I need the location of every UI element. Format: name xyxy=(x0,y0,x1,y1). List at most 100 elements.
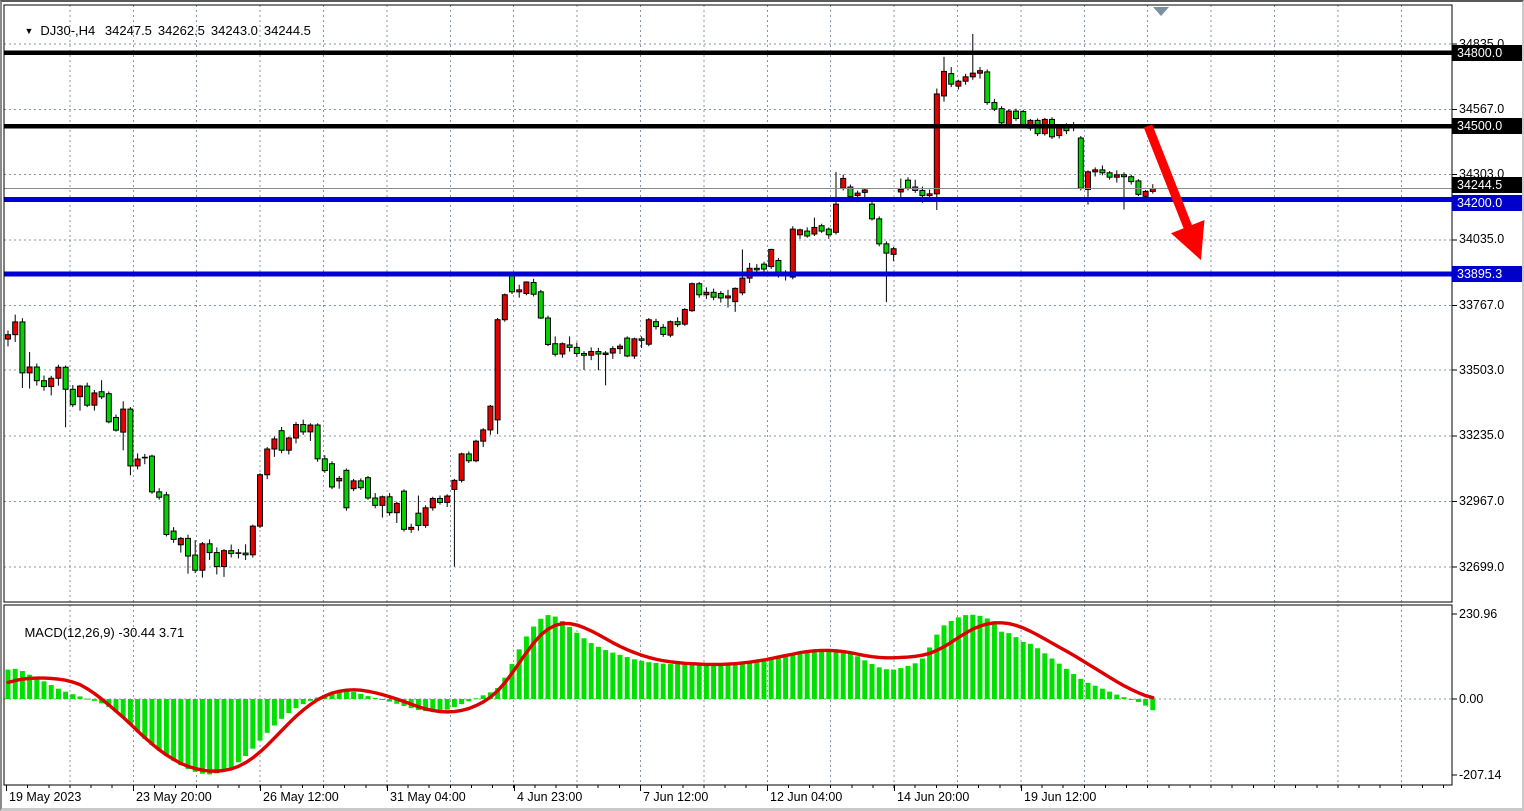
macd-histogram-bar xyxy=(70,694,76,699)
macd-histogram-bar xyxy=(300,699,306,705)
bull-candle xyxy=(833,203,839,233)
macd-histogram-bar xyxy=(538,618,544,699)
bear-candle xyxy=(415,512,422,526)
macd-histogram-bar xyxy=(804,651,810,699)
bull-candle xyxy=(264,448,271,476)
bear-candle xyxy=(696,283,703,296)
macd-histogram-bar xyxy=(876,667,882,699)
bull-candle xyxy=(1005,110,1012,126)
bear-candle xyxy=(1099,169,1106,174)
macd-histogram-bar xyxy=(19,671,25,699)
bull-candle xyxy=(451,479,458,490)
macd-histogram-bar xyxy=(588,643,594,699)
macd-histogram-bar xyxy=(991,623,997,699)
bear-candle xyxy=(105,393,112,423)
price-axis-label: 33503.0 xyxy=(1459,362,1505,377)
bear-candle xyxy=(206,543,213,554)
down-trend-arrow[interactable] xyxy=(1143,124,1205,261)
bear-candle xyxy=(465,453,472,462)
macd-histogram-bar xyxy=(207,699,213,775)
bear-candle xyxy=(876,218,883,245)
macd-histogram-bar xyxy=(1063,668,1069,699)
bull-candle xyxy=(199,543,206,571)
macd-histogram-bar xyxy=(365,696,371,699)
bull-candle xyxy=(458,453,465,481)
bear-candle xyxy=(761,263,767,270)
macd-histogram-bar xyxy=(567,626,573,699)
macd-histogram-bar xyxy=(48,685,54,699)
macd-histogram-bar xyxy=(1092,685,1098,699)
bull-candle xyxy=(249,525,256,556)
macd-histogram-bar xyxy=(113,699,119,712)
macd-histogram-bar xyxy=(1078,678,1084,699)
bull-candle xyxy=(257,474,263,527)
bull-candle xyxy=(494,319,501,421)
bull-candle xyxy=(962,76,969,82)
macd-histogram-bar xyxy=(595,646,601,699)
bear-candle xyxy=(278,430,285,451)
macd-histogram-bar xyxy=(99,699,105,704)
macd-histogram-bar xyxy=(912,663,918,699)
macd-histogram-bar xyxy=(1143,699,1149,706)
macd-histogram-bar xyxy=(840,651,846,699)
macd-histogram-bar xyxy=(63,691,69,699)
tick-direction-down-icon: ▼ xyxy=(24,26,34,36)
chart-shift-marker-icon[interactable] xyxy=(1153,7,1169,16)
bull-candle xyxy=(631,338,638,357)
bear-candle xyxy=(1121,174,1127,178)
macd-histogram-bar xyxy=(279,699,285,719)
bull-candle xyxy=(890,248,897,255)
bear-candle xyxy=(552,343,559,355)
price-badge: 34800.0 xyxy=(1452,44,1522,61)
macd-histogram-bar xyxy=(430,699,436,712)
bear-candle xyxy=(156,491,163,498)
macd-histogram-bar xyxy=(394,699,400,704)
bear-candle xyxy=(314,424,321,460)
macd-axis-label: 0.00 xyxy=(1459,691,1484,706)
bull-candle xyxy=(897,188,904,193)
macd-histogram-bar xyxy=(358,693,364,699)
macd-histogram-bar xyxy=(149,699,155,745)
macd-histogram-bar xyxy=(178,699,184,766)
macd-histogram-bar xyxy=(1056,663,1062,699)
macd-histogram-bar xyxy=(891,669,897,699)
main-pane-border xyxy=(3,4,1453,603)
bear-candle xyxy=(717,293,724,299)
bull-candle xyxy=(501,294,508,321)
bull-candle xyxy=(840,177,847,189)
time-axis-label: 14 Jun 20:00 xyxy=(897,790,970,804)
macd-histogram-bar xyxy=(12,668,18,699)
macd-histogram-bar xyxy=(235,699,241,763)
price-axis-label: 32967.0 xyxy=(1459,493,1505,508)
macd-histogram-bar xyxy=(984,618,990,699)
bear-candle xyxy=(984,71,991,104)
macd-histogram-bar xyxy=(955,617,961,699)
macd-histogram-bar xyxy=(214,699,220,774)
macd-histogram-bar xyxy=(927,647,933,699)
bear-candle xyxy=(300,424,307,433)
macd-histogram-bar xyxy=(257,699,263,741)
macd-histogram-bar xyxy=(739,662,745,699)
macd-histogram-bar xyxy=(761,658,767,699)
bear-candle xyxy=(1013,110,1019,119)
macd-histogram-bar xyxy=(999,631,1005,699)
macd-histogram-bar xyxy=(1099,688,1105,699)
bear-candle xyxy=(545,317,551,345)
bull-candle xyxy=(487,405,494,431)
bull-candle xyxy=(379,496,386,506)
bull-candle xyxy=(689,283,695,312)
bear-candle xyxy=(948,73,955,85)
macd-histogram-bar xyxy=(696,662,702,699)
macd-axis-label: 230.96 xyxy=(1459,606,1498,621)
macd-histogram-bar xyxy=(156,699,162,751)
macd-histogram-bar xyxy=(531,626,537,699)
macd-histogram-bar xyxy=(423,699,429,712)
bull-candle xyxy=(768,248,775,268)
bull-candle xyxy=(861,189,868,193)
price-badge: 34500.0 xyxy=(1452,118,1522,135)
macd-histogram-bar xyxy=(451,699,457,708)
macd-histogram-bar xyxy=(970,614,976,699)
bear-candle xyxy=(1077,137,1084,189)
bull-candle xyxy=(5,334,11,340)
